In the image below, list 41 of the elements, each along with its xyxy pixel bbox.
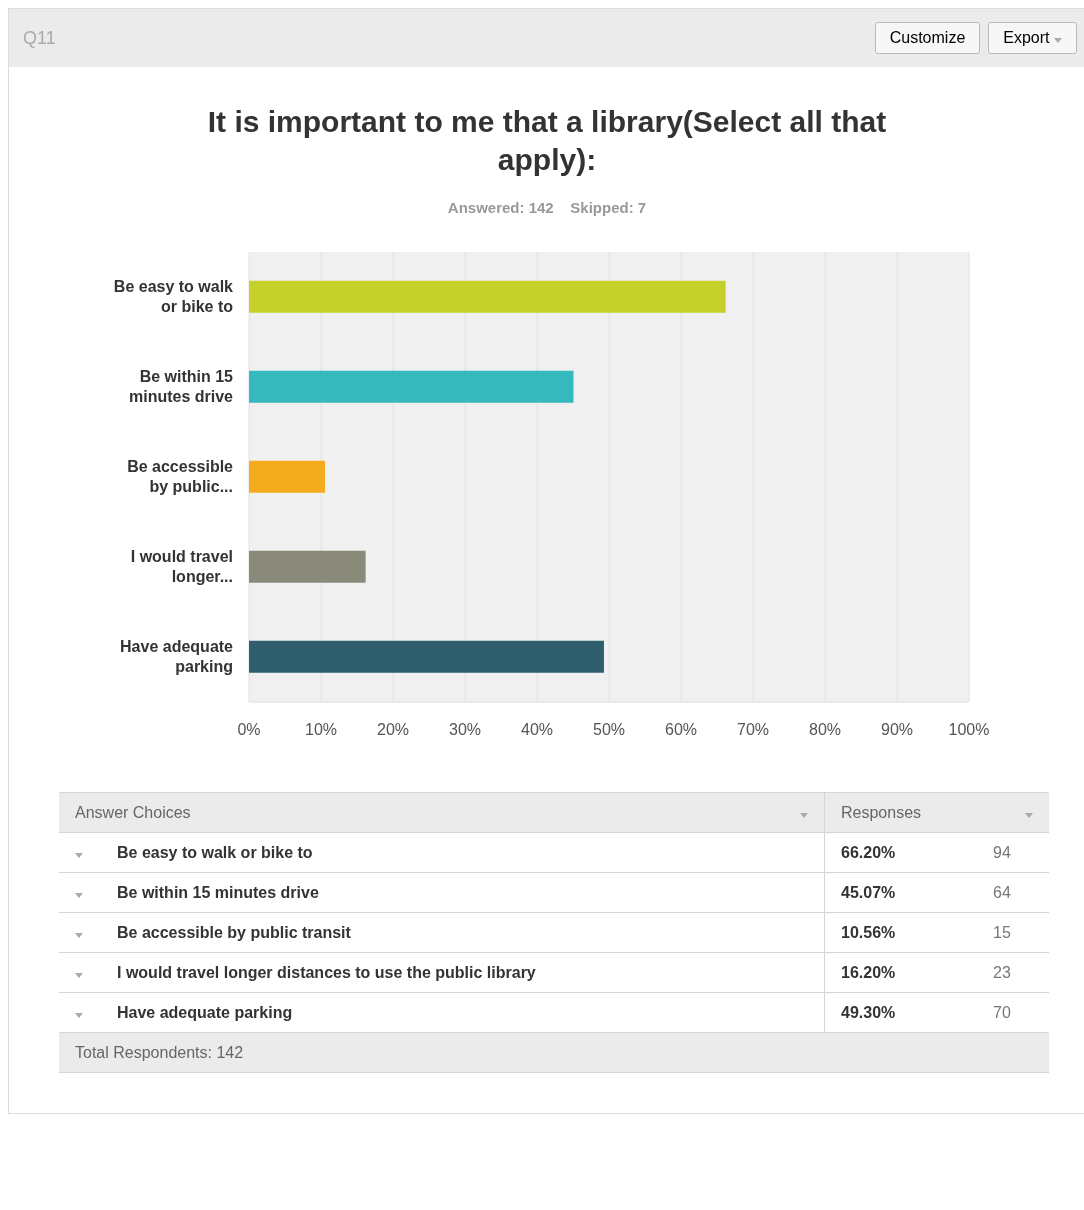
text: 70 bbox=[977, 992, 1049, 1033]
bar bbox=[249, 460, 326, 493]
bar bbox=[249, 640, 604, 673]
x-tick-label: 100% bbox=[948, 721, 990, 739]
chart-subtitle: Answered: 142 Skipped: 7 bbox=[446, 199, 648, 216]
bar bbox=[249, 280, 726, 313]
text: 15 bbox=[977, 912, 1049, 953]
text: Total Respondents: 142 bbox=[59, 1032, 1049, 1073]
text: Be accessible by public transit bbox=[101, 912, 825, 953]
x-tick-label: 10% bbox=[304, 721, 338, 739]
x-tick-label: 90% bbox=[880, 721, 914, 739]
x-tick-label: 0% bbox=[237, 721, 261, 739]
chart-title: It is important to me that a library(Select all that apply): bbox=[206, 104, 888, 178]
text: Responses bbox=[824, 792, 977, 833]
text: 10.56% bbox=[824, 912, 977, 953]
bar bbox=[249, 550, 366, 583]
text: Answer Choices bbox=[59, 792, 624, 833]
text: Export bbox=[988, 22, 1077, 54]
y-tick-label: Be accessible by public... bbox=[127, 458, 234, 495]
y-tick-label: Be within 15 minutes drive bbox=[128, 368, 234, 405]
bar bbox=[249, 370, 574, 403]
y-tick-label: I would travel longer... bbox=[130, 548, 233, 585]
x-tick-label: 70% bbox=[736, 721, 770, 739]
text: 16.20% bbox=[824, 952, 977, 993]
x-tick-label: 30% bbox=[448, 721, 482, 739]
x-tick-label: 60% bbox=[664, 721, 698, 739]
text: Q11 bbox=[23, 27, 56, 49]
text: 66.20% bbox=[824, 832, 977, 873]
x-tick-label: 40% bbox=[520, 721, 554, 739]
text: 94 bbox=[977, 832, 1049, 873]
text: Customize bbox=[874, 22, 981, 54]
text: 23 bbox=[977, 952, 1049, 993]
x-tick-label: 80% bbox=[808, 721, 842, 739]
x-tick-label: 50% bbox=[592, 721, 626, 739]
text: 64 bbox=[977, 872, 1049, 913]
text: I would travel longer distances to use the public library bbox=[101, 952, 825, 993]
text: 49.30% bbox=[824, 992, 977, 1033]
y-tick-label: Have adequate parking bbox=[120, 638, 234, 675]
y-tick-label: Be easy to walk or bike to bbox=[113, 278, 234, 315]
x-tick-label: 20% bbox=[376, 721, 410, 739]
text: 45.07% bbox=[824, 872, 977, 913]
